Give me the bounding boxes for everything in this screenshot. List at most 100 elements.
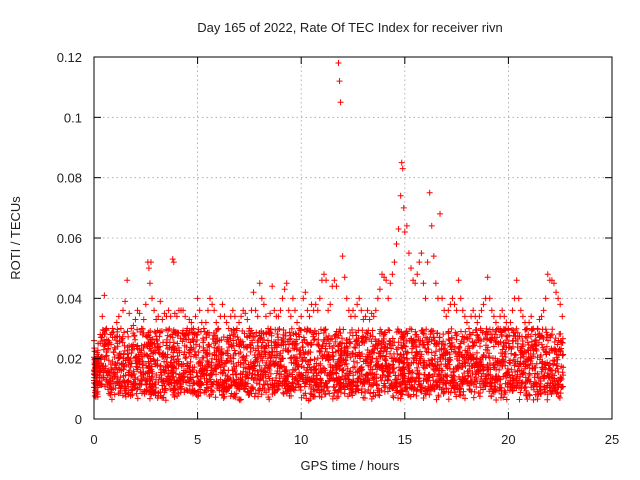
data-point [354, 301, 361, 308]
data-point [326, 390, 333, 397]
chart-title: Day 165 of 2022, Rate Of TEC Index for r… [197, 20, 502, 35]
data-point [469, 370, 476, 377]
data-point [367, 370, 374, 377]
data-point [486, 360, 493, 367]
data-point [281, 286, 288, 293]
data-point [159, 386, 166, 393]
data-point [240, 354, 247, 360]
data-point [474, 319, 481, 326]
data-point [320, 271, 327, 278]
data-point [470, 307, 477, 314]
data-point [491, 386, 498, 393]
data-point [416, 375, 423, 382]
data-point [203, 350, 210, 357]
data-point [526, 371, 533, 378]
data-point [402, 381, 409, 388]
data-point [487, 366, 494, 373]
data-point [422, 295, 429, 302]
data-point [283, 372, 290, 379]
data-point [186, 349, 193, 356]
data-point [559, 335, 566, 342]
data-point [298, 313, 305, 320]
data-point [395, 225, 402, 232]
data-point [428, 349, 435, 356]
data-point [456, 349, 463, 356]
data-point [459, 363, 466, 370]
data-point [415, 375, 422, 382]
data-point [560, 364, 567, 371]
data-point [151, 307, 158, 314]
data-point [277, 307, 284, 314]
data-point [394, 326, 401, 333]
data-point [230, 342, 237, 349]
y-tick-label: 0.1 [64, 110, 82, 125]
data-point [533, 337, 540, 344]
data-point [140, 330, 147, 337]
data-point [133, 343, 140, 350]
data-point [231, 347, 238, 354]
data-point [428, 222, 435, 229]
data-point [323, 384, 330, 391]
data-point [318, 394, 325, 401]
data-point [242, 310, 249, 317]
data-point [551, 338, 558, 345]
data-point [520, 343, 527, 350]
data-point [507, 360, 514, 367]
data-point [325, 387, 332, 394]
data-point [310, 331, 317, 338]
data-point [152, 384, 159, 391]
data-point [124, 350, 131, 357]
data-point [304, 307, 311, 314]
data-point [530, 353, 537, 360]
data-point [291, 367, 298, 374]
data-point [417, 387, 424, 394]
data-point [418, 351, 425, 358]
data-point [221, 393, 228, 400]
data-point [376, 350, 383, 357]
data-point [148, 368, 155, 375]
data-point [391, 259, 398, 266]
data-point [523, 334, 530, 341]
data-point [288, 325, 295, 332]
data-point [453, 330, 460, 337]
data-point [136, 310, 143, 317]
data-point [327, 336, 334, 343]
data-point [472, 371, 479, 378]
data-point [191, 351, 198, 358]
data-point [189, 335, 196, 342]
data-point [103, 352, 110, 359]
data-point [445, 396, 452, 403]
data-point [200, 337, 207, 344]
data-point [170, 369, 177, 376]
data-point [456, 357, 463, 364]
data-point [240, 307, 247, 314]
data-point [318, 369, 325, 376]
data-point [432, 280, 439, 287]
data-point [275, 334, 282, 341]
data-point [262, 345, 269, 352]
data-point [250, 386, 257, 393]
data-point [510, 356, 517, 363]
data-point [275, 386, 282, 393]
data-point [534, 370, 541, 377]
data-point [287, 335, 294, 342]
data-point [352, 313, 359, 320]
data-point [127, 364, 134, 371]
data-point [397, 395, 404, 402]
data-point [374, 382, 381, 389]
data-point [230, 337, 237, 344]
data-point [151, 328, 158, 335]
data-point [289, 383, 296, 390]
data-point [227, 354, 234, 361]
data-point [399, 365, 406, 372]
data-point [319, 342, 326, 349]
data-point [101, 356, 108, 363]
data-point [424, 341, 431, 348]
data-point [134, 326, 141, 333]
data-point [153, 316, 160, 323]
data-point [101, 292, 108, 299]
data-point [170, 339, 177, 346]
data-point [300, 295, 307, 302]
data-point [159, 316, 166, 323]
data-point [347, 354, 354, 361]
